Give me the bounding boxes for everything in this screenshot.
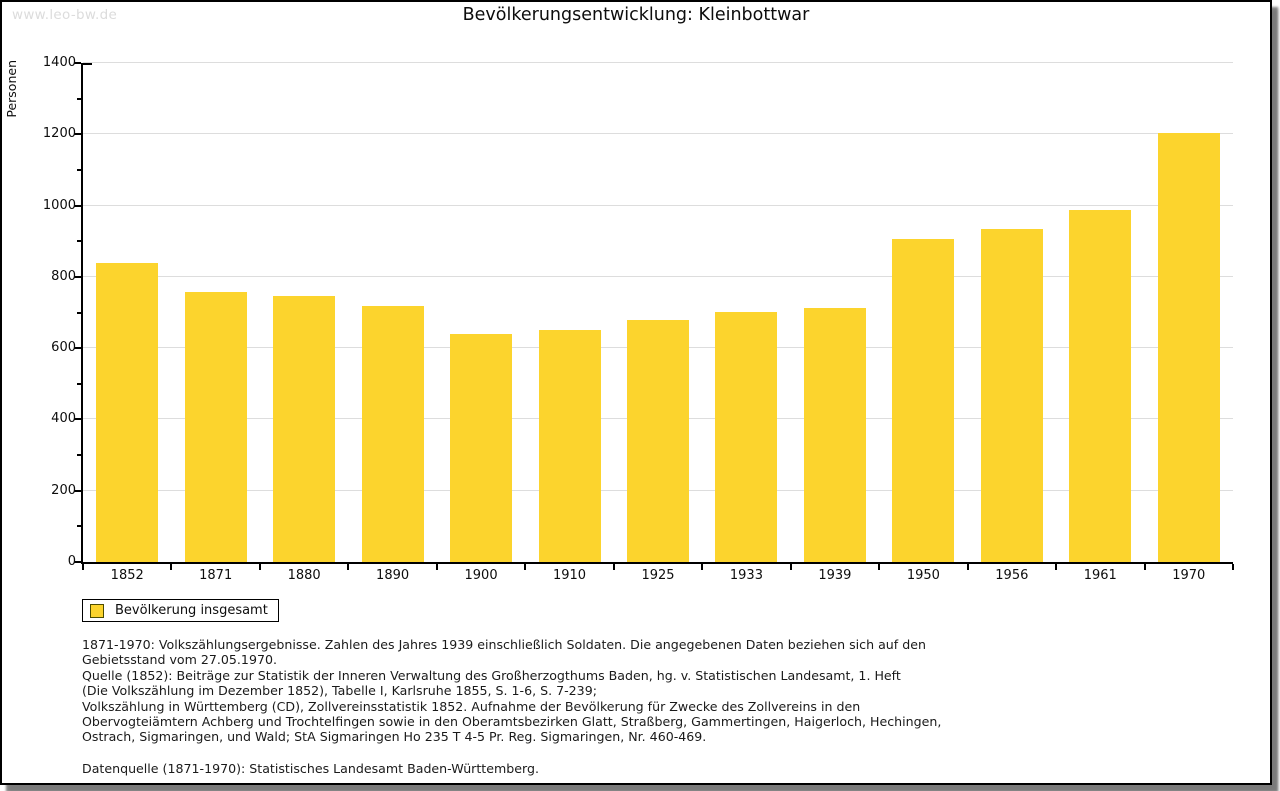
x-tick-label-1961: 1961 [1083,568,1117,583]
x-tick-0 [82,564,84,570]
x-tick-4 [435,564,438,570]
bar-1880 [273,296,336,562]
x-tick-label-1852: 1852 [110,568,144,583]
footnote-datasource: Datenquelle (1871-1970): Statistisches L… [82,760,539,776]
x-tick-6 [612,564,615,570]
x-axis-line [81,562,1233,564]
bar-1910 [538,330,601,562]
y-minor-tick-700 [77,311,81,314]
x-tick-3 [347,564,350,570]
x-tick-label-1925: 1925 [641,568,675,583]
x-tick-label-1970: 1970 [1172,568,1206,583]
y-minor-tick-500 [77,382,81,385]
x-tick-13 [1232,564,1234,570]
y-tick-label-200: 200 [51,482,76,498]
x-tick-label-1939: 1939 [818,568,852,583]
bar-1950 [892,239,955,562]
y-tick-label-0: 0 [67,554,76,569]
y-axis-title: Personen [4,60,19,118]
y-tick-label-1200: 1200 [42,126,76,142]
y-tick-label-1000: 1000 [42,197,76,213]
bar-1970 [1157,133,1220,562]
x-tick-label-1950: 1950 [906,568,940,583]
watermark: www.leo-bw.de [12,7,118,23]
legend: Bevölkerung insgesamt [82,599,279,622]
bar-1956 [980,229,1043,562]
footnote-sources: 1871-1970: Volkszählungsergebnisse. Zahl… [82,637,942,745]
x-tick-10 [966,564,969,570]
x-tick-12 [1143,564,1146,570]
y-major-tick-1400 [74,62,81,64]
y-major-tick-800 [74,275,81,278]
y-minor-tick-900 [77,240,81,243]
y-major-tick-0 [74,561,81,563]
gridline-y-800 [83,275,1233,277]
x-tick-7 [701,564,704,570]
x-tick-8 [789,564,792,570]
y-minor-tick-300 [77,454,81,457]
chart-title: Bevölkerungsentwicklung: Kleinbottwar [462,5,810,25]
x-tick-label-1900: 1900 [464,568,498,583]
x-tick-11 [1055,564,1058,570]
x-tick-9 [878,564,881,570]
legend-swatch-icon [90,603,104,618]
footnotes: 1871-1970: Volkszählungsergebnisse. Zahl… [82,637,1262,776]
x-tick-label-1880: 1880 [287,568,321,583]
bar-1961 [1069,210,1132,562]
y-axis-line [81,63,83,564]
y-minor-tick-100 [77,525,81,528]
x-tick-1 [170,564,173,570]
y-tick-label-800: 800 [51,268,76,284]
bar-1871 [184,292,247,562]
y-axis-top-cap [81,63,92,65]
y-major-tick-200 [74,489,81,492]
x-tick-label-1933: 1933 [729,568,763,583]
x-tick-2 [258,564,261,570]
y-tick-label-1400: 1400 [42,55,76,70]
gridline-y-1000 [83,204,1233,206]
gridline-y-1400 [83,62,1233,63]
x-tick-label-1956: 1956 [995,568,1029,583]
y-major-tick-600 [74,347,81,350]
gridline-y-1200 [83,133,1233,135]
x-tick-label-1871: 1871 [199,568,233,583]
bar-1939 [803,308,866,562]
x-tick-label-1910: 1910 [552,568,587,583]
y-minor-tick-1300 [77,97,81,100]
x-tick-5 [524,564,527,570]
x-tick-label-1890: 1890 [376,568,410,583]
bar-1900 [450,334,513,562]
y-major-tick-1000 [74,204,81,207]
bar-1890 [361,306,424,562]
y-major-tick-400 [74,418,81,421]
bar-1852 [96,263,159,562]
bar-1925 [627,320,689,562]
legend-label: Bevölkerung insgesamt [115,603,268,618]
y-major-tick-1200 [74,133,81,136]
y-tick-label-600: 600 [51,340,76,356]
bar-1933 [715,312,778,562]
y-minor-tick-1100 [77,168,81,171]
y-tick-label-400: 400 [51,411,76,427]
